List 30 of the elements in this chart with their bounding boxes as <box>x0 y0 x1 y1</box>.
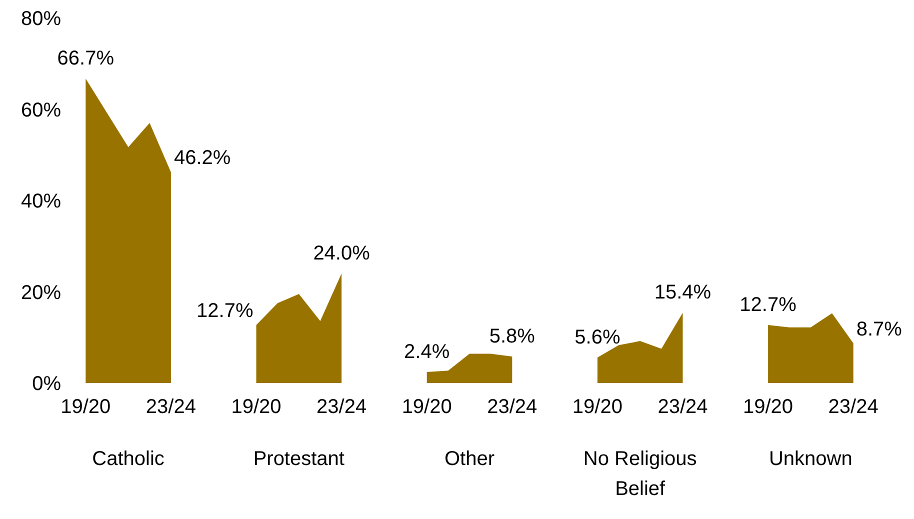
y-tick-label: 0% <box>32 373 62 395</box>
x-tick-label: 19/20 <box>231 396 282 418</box>
x-tick-label: 23/24 <box>828 396 878 418</box>
x-tick-label: 23/24 <box>487 396 538 418</box>
text: Other <box>444 448 495 470</box>
x-tick-label: 23/24 <box>146 396 196 418</box>
x-tick-label: 23/24 <box>316 396 367 418</box>
text: Protestant <box>253 448 345 470</box>
y-tick-label: 20% <box>20 282 62 304</box>
x-tick-label: 23/24 <box>658 396 708 418</box>
text: Catholic <box>92 448 164 470</box>
data-label: 66.7% <box>57 48 114 70</box>
data-label: 24.0% <box>313 242 370 264</box>
y-tick-label: 60% <box>20 99 62 122</box>
data-label: 5.8% <box>489 326 536 348</box>
text: Unknown <box>768 448 852 470</box>
x-tick-label: 19/20 <box>572 396 622 418</box>
x-tick-label: 19/20 <box>743 396 794 418</box>
x-tick-label: 19/20 <box>402 396 452 418</box>
data-label: 12.7% <box>740 294 797 316</box>
data-label: 5.6% <box>574 326 620 348</box>
data-label: 2.4% <box>404 341 450 364</box>
x-tick-label: 19/20 <box>60 396 111 418</box>
data-label: 12.7% <box>196 300 254 322</box>
y-tick-label: 80% <box>20 8 62 30</box>
data-label: 15.4% <box>654 282 712 304</box>
data-label: 8.7% <box>856 318 902 340</box>
data-label: 46.2% <box>174 147 231 170</box>
text: No Religious Belief <box>583 448 697 500</box>
y-tick-label: 40% <box>20 190 62 212</box>
